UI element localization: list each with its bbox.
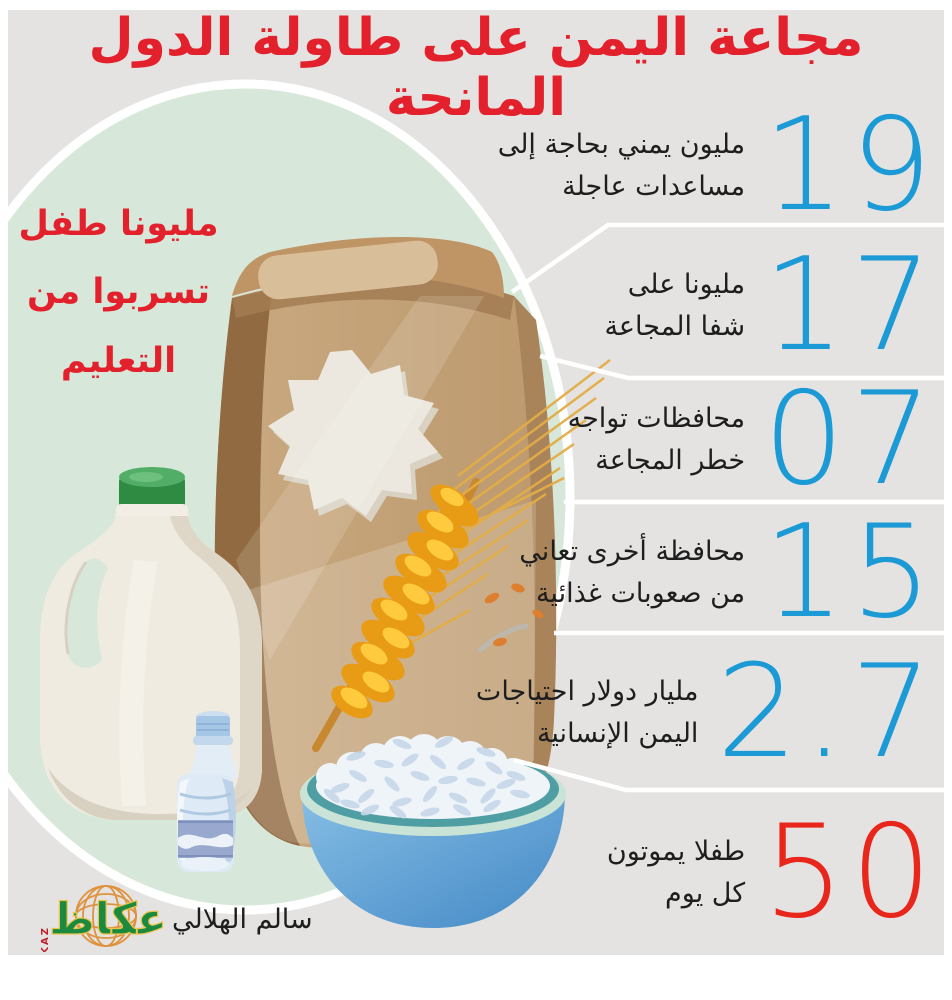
stat-row-children-dying-daily: 50 طفلا يموتون كل يوم [607, 798, 938, 948]
page-title: مجاعة اليمن على طاولة الدول المانحة [88, 8, 865, 128]
okaz-arabic-wordmark: عكاظ [49, 894, 167, 945]
stat-label: محافظات تواجه خطر المجاعة [567, 403, 746, 476]
author-byline: سالم الهلالي [172, 904, 313, 935]
stat-label: طفلا يموتون كل يوم [606, 836, 746, 909]
stat-label: محافظة أخرى تعاني من صعوبات غذائية [519, 536, 746, 609]
stat-row-governorates-food-difficulty: 15 محافظة أخرى تعاني من صعوبات غذائية [519, 503, 938, 643]
globe-icon [75, 885, 137, 947]
okaz-logo: OKAZ عكاظ [34, 882, 170, 965]
left-note: مليونا طفل تسربوا من التعليم [18, 204, 219, 381]
stat-value: 2.7 [716, 638, 938, 787]
rice-bowl-illustration [300, 734, 566, 928]
stat-value: 15 [763, 498, 938, 647]
water-bottle-illustration [177, 711, 238, 872]
okaz-latin-label: OKAZ [40, 926, 51, 952]
stat-row-million-need-aid: 19 مليون يمني بحاجة إلى مساعدات عاجلة [498, 96, 938, 236]
stat-row-governorates-famine-risk: 07 محافظات تواجه خطر المجاعة [568, 370, 938, 510]
stat-label: مليونا على شفا المجاعة [604, 269, 746, 342]
wheat-stalk-illustration [312, 359, 611, 752]
stat-value: 17 [763, 231, 938, 380]
stat-row-brink-of-famine: 17 مليونا على شفا المجاعة [604, 236, 938, 376]
stat-value: 50 [763, 798, 938, 947]
stat-value: 19 [763, 91, 938, 240]
stat-connector-lines [510, 222, 944, 793]
stat-value: 07 [763, 365, 938, 514]
stat-label: مليون يمني بحاجة إلى مساعدات عاجلة [497, 129, 746, 202]
stat-row-billion-dollar-needs: 2.7 مليار دولار احتياجات اليمن الإنسانية [476, 638, 938, 788]
stat-label: مليار دولار احتياجات اليمن الإنسانية [475, 676, 699, 749]
